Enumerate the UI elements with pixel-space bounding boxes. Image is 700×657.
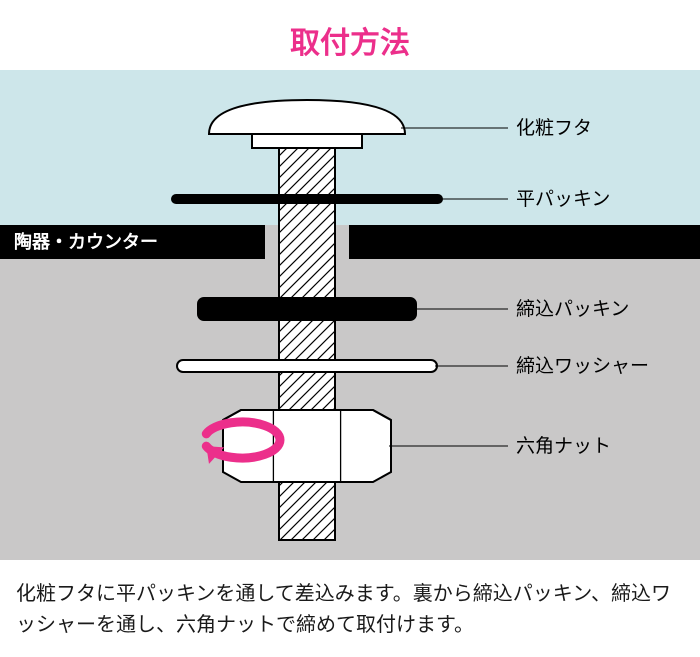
caption-text: 化粧フタに平パッキンを通して差込みます。裏から締込パッキン、締込ワッシャーを通し…	[0, 565, 700, 657]
threaded-shaft	[279, 89, 335, 560]
label-hex-nut: 六角ナット	[516, 435, 611, 457]
diagram-container: 陶器・カウンター 化粧フタ平パッキン締込パッキン締込ワッシャー六角ナット	[0, 70, 700, 565]
assembly-diagram: 陶器・カウンター 化粧フタ平パッキン締込パッキン締込ワッシャー六角ナット	[0, 70, 700, 560]
page-root: 取付方法 陶器・カウンター 化粧フタ平パッキン締込パッキン締込ワッシャー六角ナット…	[0, 0, 700, 657]
label-tighten-packing: 締込パッキン	[516, 298, 629, 320]
label-cap: 化粧フタ	[516, 117, 592, 139]
page-title: 取付方法	[0, 0, 700, 70]
tighten-packing	[198, 298, 416, 320]
flat-packing	[172, 195, 442, 203]
label-flat-packing: 平パッキン	[516, 189, 610, 210]
counter-label: 陶器・カウンター	[14, 231, 158, 252]
tighten-washer	[177, 360, 437, 372]
label-tighten-washer: 締込ワッシャー	[516, 355, 649, 377]
